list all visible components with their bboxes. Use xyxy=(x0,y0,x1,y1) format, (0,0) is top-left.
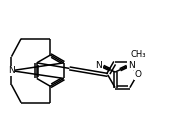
Text: O: O xyxy=(135,70,142,79)
Text: N: N xyxy=(128,61,135,70)
Text: N: N xyxy=(96,61,102,70)
Text: N: N xyxy=(8,66,15,75)
Text: CH₃: CH₃ xyxy=(131,50,146,59)
